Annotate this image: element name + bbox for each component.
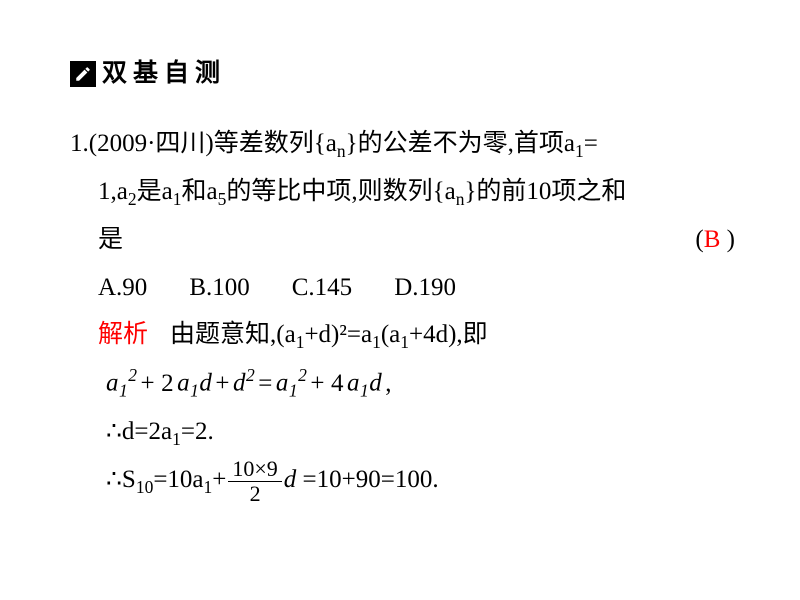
eq-a1: a [106,370,119,397]
q2-text-5: }的前10项之和 [464,178,626,205]
analysis-equation: a12+2a1d+d2=a12+4a1d, [70,359,735,408]
question-line-2: 1,a2是a1和a5的等比中项,则数列{an}的前10项之和 [70,168,735,216]
frac-num: 10×9 [228,457,281,482]
a4-text-1: ∴S [106,466,136,493]
a1-sub-3: 1 [400,332,409,352]
a4-sub-1: 10 [136,477,154,497]
a4-d: d [284,466,297,493]
analysis-line-3: ∴d=2a1=2. [70,408,735,456]
eq-comma: , [385,370,392,397]
question-block: 1.(2009·四川)等差数列{an}的公差不为零,首项a1= 1,a2是a1和… [70,120,735,507]
question-line-3: 是 (B ) [70,216,735,264]
a1-text-2: +d)²=a [304,321,372,348]
q2-sub-1: 2 [128,189,137,209]
eq-2a: 2 [161,370,174,397]
eq-op3: + [310,370,325,397]
analysis-label: 解析 [98,321,148,348]
frac-den: 2 [228,482,281,506]
q1-text-1: 等差数列{a [214,130,337,157]
choice-a: A.90 [98,264,147,312]
question-number: 1. [70,130,89,157]
q2-text-1: 1,a [98,178,128,205]
document-page: 双基自测 1.(2009·四川)等差数列{an}的公差不为零,首项a1= 1,a… [0,0,800,536]
a3-text-1: ∴d=2a [106,418,172,445]
eq-op1: + [141,370,156,397]
eq-a3: a [276,370,289,397]
eq-a4: a [347,370,360,397]
q3-text: 是 [98,226,123,253]
eq-d1: d [199,370,212,397]
answer-letter: B [704,226,721,253]
q1-sub-1: n [337,141,346,161]
q1-sub-2: 1 [575,141,584,161]
fraction: 10×92 [228,457,281,506]
eq-s1: 1 [119,381,128,401]
eq-eq1: = [258,370,273,397]
q2-text-2: 是a [137,178,173,205]
analysis-line-4: ∴S10=10a1+10×92d =10+90=100. [70,456,735,506]
choice-b: B.100 [189,264,249,312]
eq-s4: 1 [360,381,369,401]
a4-text-4: =10+90=100. [303,466,439,493]
a4-sub-2: 1 [204,477,213,497]
eq-p1: 2 [128,365,137,385]
eq-4: 4 [331,370,344,397]
a1-sub-2: 1 [372,332,381,352]
a1-text-3: (a [381,321,400,348]
a1-text-4: +4d),即 [409,321,488,348]
eq-s2: 1 [190,381,199,401]
choice-c: C.145 [292,264,352,312]
analysis-line-1: 解析由题意知,(a1+d)²=a1(a1+4d),即 [70,311,735,359]
a1-text-1: 由题意知,(a [170,321,296,348]
eq-d2: d [233,370,246,397]
eq-p3: 2 [298,365,307,385]
a3-text-2: =2. [181,418,214,445]
q1-text-3: = [584,130,598,157]
choice-d: D.190 [394,264,456,312]
question-source: (2009·四川) [89,130,214,157]
q2-text-4: 的等比中项,则数列{a [226,178,455,205]
a4-text-2: =10a [153,466,203,493]
eq-p2: 2 [246,365,255,385]
eq-s3: 1 [289,381,298,401]
a4-text-3: + [212,466,226,493]
eq-a2: a [177,370,190,397]
paren-open: ( [695,226,703,253]
section-title: 双基自测 [102,50,226,98]
paren-close: ) [727,226,735,253]
eq-op2: + [215,370,230,397]
section-header: 双基自测 [70,50,735,98]
pencil-svg [74,65,92,83]
pencil-icon [70,61,96,87]
answer-paren: (B ) [695,216,735,264]
q1-text-2: }的公差不为零,首项a [346,130,575,157]
a3-sub-1: 1 [172,429,181,449]
eq-d3: d [369,370,382,397]
q2-text-3: 和a [181,178,217,205]
choices-row: A.90 B.100 C.145 D.190 [70,264,735,312]
question-line-1: 1.(2009·四川)等差数列{an}的公差不为零,首项a1= [70,120,735,168]
